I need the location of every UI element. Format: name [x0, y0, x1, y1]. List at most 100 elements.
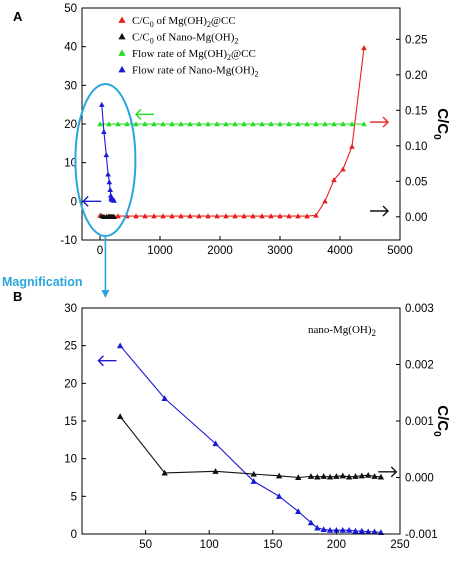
data-point	[111, 213, 117, 220]
y-right-tick-label: 0.10	[405, 141, 427, 153]
data-point	[339, 472, 346, 479]
data-point	[340, 121, 346, 127]
series-c-c0-of-nano-mg-oh-2	[116, 413, 385, 481]
legend: C/C0 of Mg(OH)2@CCC/C0 of Nano-Mg(OH)2Fl…	[118, 15, 259, 79]
data-point	[295, 213, 301, 219]
data-point	[187, 213, 193, 219]
data-point	[326, 473, 334, 480]
data-point	[232, 213, 238, 219]
arrow-green-left-head	[135, 108, 142, 120]
data-point	[365, 528, 372, 535]
series-line	[119, 345, 381, 534]
data-point	[124, 121, 130, 127]
x-tick-label: 200	[327, 539, 346, 551]
legend-marker	[118, 65, 126, 73]
data-point	[320, 526, 327, 533]
x-tick-label: 250	[390, 539, 409, 551]
data-point	[205, 121, 211, 127]
y-tick-label: 40	[64, 42, 77, 54]
data-point	[103, 152, 110, 158]
data-point	[352, 473, 359, 479]
arrow-green-left	[135, 108, 154, 120]
data-point	[333, 527, 340, 533]
data-point	[169, 213, 175, 219]
y-right-tick-label: 0.000	[405, 473, 434, 485]
magnification-arrowhead	[101, 290, 110, 298]
series-flow-rate-of-nano-mg-oh-2	[99, 101, 117, 203]
data-point	[151, 213, 157, 219]
x-tick-label: 2000	[207, 245, 233, 257]
y-right-tick-label: -0.001	[405, 529, 438, 541]
legend-text-part: Flow rate of Nano-Mg(OH)	[132, 65, 255, 77]
legend-marker	[118, 16, 126, 23]
arrow-black-right-head	[382, 205, 389, 217]
series-flow-rate-of-nano-mg-oh-2	[116, 342, 385, 536]
data-point	[307, 519, 315, 526]
y-right-axis-title-base: C/C	[434, 405, 451, 431]
y-tick-label: 30	[64, 303, 77, 315]
arrow-black-right-head	[390, 466, 398, 478]
data-point	[365, 472, 372, 478]
data-point	[313, 121, 319, 127]
legend-text-part: of Mg(OH)	[154, 15, 207, 27]
data-point	[295, 508, 302, 514]
y-right-axis-title: C/C0	[431, 108, 451, 140]
data-point	[106, 121, 112, 127]
data-point	[349, 121, 355, 127]
series-c-c0-of-mg-oh-2-cc	[97, 45, 367, 219]
data-point	[169, 121, 175, 127]
legend-text-sub: 2	[227, 53, 231, 62]
x-tick-label: 4000	[327, 245, 353, 257]
data-point	[277, 213, 283, 219]
data-point	[223, 121, 229, 127]
data-point	[160, 213, 166, 219]
data-point	[304, 121, 310, 127]
series-c-c0-of-nano-mg-oh-2	[99, 213, 117, 220]
arrow-red-right	[370, 116, 389, 128]
legend-text-sub: 2	[255, 70, 259, 79]
arrow-blue-left	[82, 195, 102, 207]
data-point	[361, 121, 367, 127]
x-tick-label: 0	[97, 245, 103, 257]
data-point	[259, 121, 265, 127]
data-point	[250, 213, 256, 219]
legend-entry: C/C0 of Mg(OH)2@CC	[132, 15, 236, 29]
x-tick-label: 100	[200, 539, 219, 551]
data-point	[286, 121, 292, 127]
data-point	[250, 121, 256, 127]
data-point	[133, 121, 139, 127]
data-point	[142, 213, 148, 219]
data-point	[268, 213, 274, 219]
data-point	[322, 198, 328, 204]
panel-label-b: B	[13, 289, 22, 304]
legend-text-part: of Nano-Mg(OH)	[154, 32, 235, 44]
data-point	[212, 468, 219, 474]
data-point	[142, 121, 148, 127]
y-tick-label: 10	[64, 158, 77, 170]
legend-text-part: C/C	[132, 32, 150, 44]
y-right-tick-label: 0.002	[405, 360, 434, 372]
legend-text-part: Flow rate of Mg(OH)	[132, 48, 227, 60]
y-right-tick-label: 0.003	[405, 303, 434, 315]
chart-panel-b: 50 100 150 200 250051015202530-0.0010.0000.0…	[64, 303, 451, 551]
y-tick-label: 30	[64, 80, 77, 92]
annotation-sub: 2	[372, 328, 377, 338]
data-point	[161, 395, 168, 401]
legend-entry: Flow rate of Mg(OH)2@CC	[132, 48, 256, 62]
y-right-tick-label: 0.15	[405, 105, 427, 117]
x-tick-label: 1000	[147, 245, 173, 257]
magnification-ellipse	[74, 83, 137, 237]
data-point	[97, 121, 103, 127]
y-right-tick-label: 0.20	[405, 70, 427, 82]
arrow-black-right	[370, 205, 389, 217]
legend-text-sub: 2	[207, 20, 211, 29]
data-point	[250, 478, 257, 484]
data-point	[259, 213, 265, 219]
data-point	[345, 473, 353, 480]
legend-marker	[118, 49, 126, 56]
y-right-axis-title-base: C/C	[434, 108, 451, 134]
legend-entry: Flow rate of Nano-Mg(OH)2	[132, 65, 259, 79]
arrow-blue-left-head	[97, 355, 104, 367]
arrow-red-right-head	[382, 116, 389, 128]
series-flow-rate-of-mg-oh-2-cc	[97, 121, 367, 127]
